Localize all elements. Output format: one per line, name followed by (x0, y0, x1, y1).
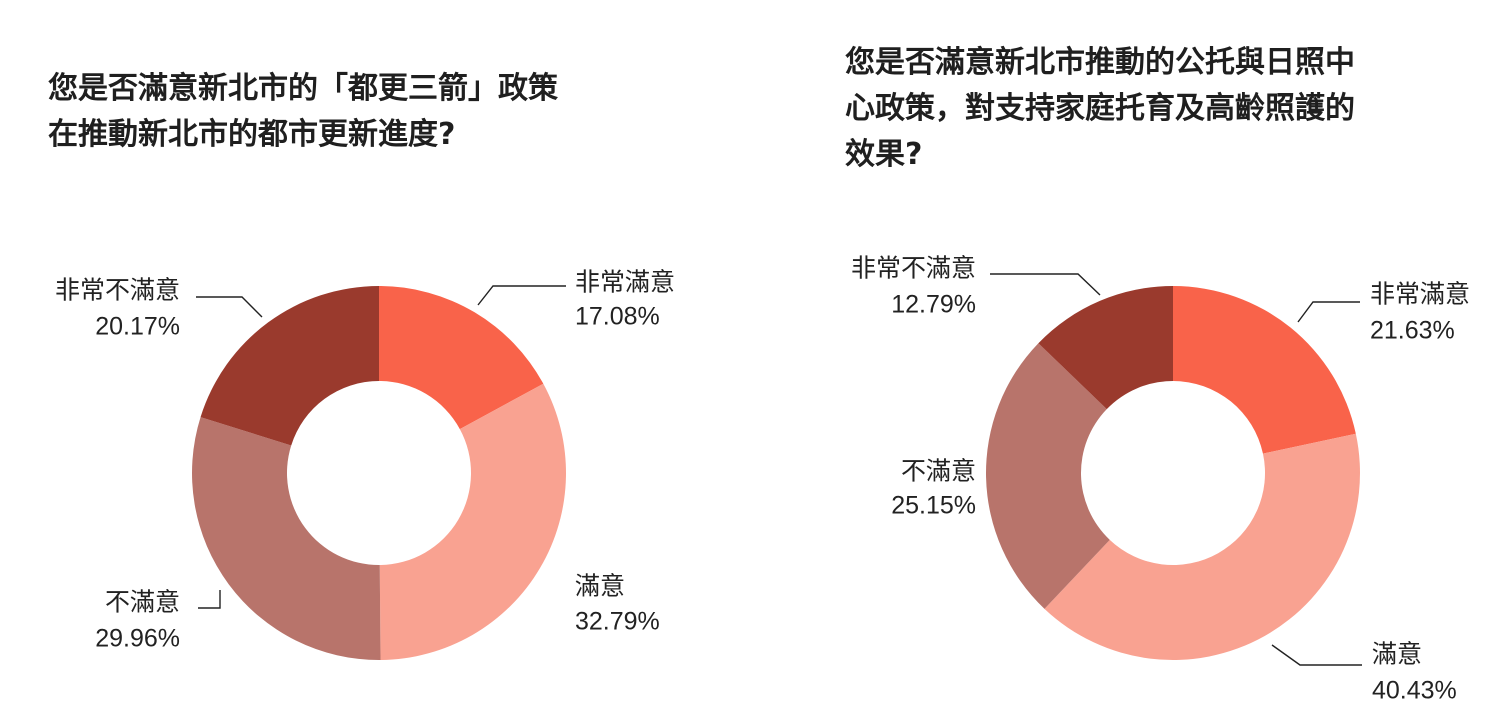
donut-right-category-label-dissatisfied: 不滿意 (901, 458, 976, 486)
donut-right-value-label-very-satisfied: 21.63% (1370, 317, 1455, 345)
chart-title-left: 您是否滿意新北市的「都更三箭」政策 在推動新北市的都市更新進度? (48, 66, 648, 158)
donut-left-slice-very-satisfied (379, 286, 544, 430)
donut-left-slice-very-dissatisfied (200, 286, 379, 446)
donut-chart-right: 非常滿意 21.63% 滿意 40.43% 不滿意 25.15% 非常不滿意 12.79% (851, 255, 1470, 705)
donut-right-leader-very-satisfied (1297, 301, 1360, 323)
donut-right-category-label-very-satisfied: 非常滿意 (1370, 281, 1470, 309)
chart-title-left-line-1: 您是否滿意新北市的「都更三箭」政策 (48, 71, 558, 106)
donut-chart-left: 非常滿意 17.08% 滿意 32.79% 不滿意 29.96% 非常不滿意 20.17% (55, 269, 675, 660)
donut-left-category-label-very-satisfied: 非常滿意 (575, 269, 675, 297)
donut-left-slice-dissatisfied (192, 417, 381, 660)
donut-right-slice-dissatisfied (986, 343, 1110, 609)
donut-right-category-label-satisfied: 滿意 (1372, 641, 1422, 669)
donut-right-value-label-dissatisfied: 25.15% (891, 492, 976, 520)
donut-right-value-label-very-dissatisfied: 12.79% (891, 291, 976, 319)
donut-left-slice-satisfied (379, 383, 566, 660)
chart-title-left-line-2: 在推動新北市的都市更新進度? (48, 117, 456, 152)
chart-title-right-line-1: 您是否滿意新北市推動的公托與日照中 (845, 45, 1355, 80)
donut-right-leader-satisfied (1271, 644, 1362, 666)
donut-left-value-label-satisfied: 32.79% (575, 608, 660, 636)
donut-left-category-label-very-dissatisfied: 非常不滿意 (55, 277, 180, 305)
chart-title-right-line-3: 效果? (845, 137, 923, 172)
donut-left-leader-dissatisfied (198, 590, 221, 609)
donut-left-leader-very-dissatisfied (196, 296, 263, 318)
donut-right-slice-very-satisfied (1173, 286, 1356, 454)
donut-right-value-label-satisfied: 40.43% (1372, 677, 1457, 705)
donut-left-category-label-dissatisfied: 不滿意 (105, 589, 180, 617)
chart-title-right-line-2: 心政策，對支持家庭托育及高齡照護的 (845, 91, 1355, 126)
donut-left-value-label-very-dissatisfied: 20.17% (95, 313, 180, 341)
donut-left-category-label-satisfied: 滿意 (575, 573, 625, 601)
donut-right-slice-satisfied (1044, 433, 1360, 660)
donut-left-value-label-dissatisfied: 29.96% (95, 625, 180, 653)
donut-right-leader-very-dissatisfied (990, 273, 1101, 296)
chart-title-right: 您是否滿意新北市推動的公托與日照中 心政策，對支持家庭托育及高齡照護的 效果? (845, 40, 1445, 178)
donut-left-leader-very-satisfied (477, 285, 566, 306)
donut-right-category-label-very-dissatisfied: 非常不滿意 (851, 255, 976, 283)
donut-right-slice-very-dissatisfied (1038, 286, 1173, 410)
donut-left-value-label-very-satisfied: 17.08% (575, 303, 660, 331)
